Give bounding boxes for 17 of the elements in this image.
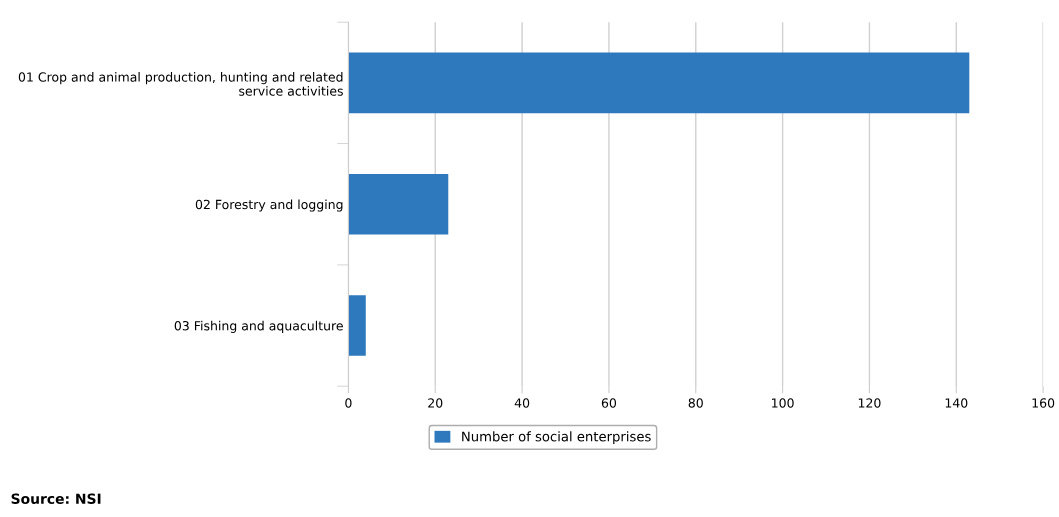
y-tick-label: 01 Crop and animal production, hunting and related service activities xyxy=(18,72,343,96)
x-tick-label: 80 xyxy=(688,398,703,408)
source-note: Source: NSI xyxy=(11,493,101,504)
bar xyxy=(348,295,366,356)
bar xyxy=(348,173,449,235)
y-tick-label: 02 Forestry and logging xyxy=(195,199,343,212)
bar xyxy=(348,52,970,114)
x-tick-label: 160 xyxy=(1032,398,1055,408)
x-tick-label: 60 xyxy=(601,398,617,408)
legend-label: Number of social enterprises xyxy=(462,431,651,444)
x-tick-label: 40 xyxy=(514,398,530,408)
x-tick-label: 20 xyxy=(428,398,443,408)
x-tick-label: 0 xyxy=(345,398,352,408)
x-tick-label: 100 xyxy=(772,398,794,408)
x-tick-label: 120 xyxy=(858,398,881,408)
y-tick-label: 03 Fishing and aquaculture xyxy=(174,320,343,333)
x-tick-label: 140 xyxy=(945,398,968,408)
